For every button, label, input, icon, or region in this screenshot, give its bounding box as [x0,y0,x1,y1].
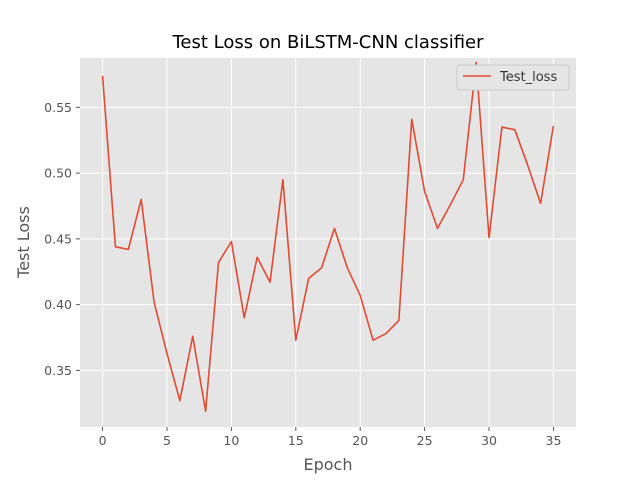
x-tick-label: 35 [546,433,562,448]
plot-background [80,58,576,427]
y-tick-label: 0.45 [44,231,72,246]
y-tick-label: 0.50 [44,166,72,181]
y-tick-label: 0.40 [44,297,72,312]
y-axis-ticks: 0.35 0.40 0.45 0.50 0.55 [44,100,80,378]
x-tick-label: 25 [417,433,433,448]
x-tick-label: 30 [481,433,497,448]
legend-box [456,64,570,91]
x-tick-label: 10 [223,433,239,448]
chart-title: Test Loss on BiLSTM-CNN classifier [171,32,484,53]
legend-label: Test_loss [499,70,557,85]
x-axis-label: Epoch [304,455,353,474]
y-tick-label: 0.55 [44,100,72,115]
y-tick-label: 0.35 [44,363,72,378]
grid-lines [80,58,576,427]
x-tick-label: 5 [163,433,171,448]
x-tick-label: 20 [352,433,368,448]
x-axis-ticks: 0 5 10 15 20 25 30 35 [99,427,562,448]
x-tick-label: 15 [288,433,304,448]
series-line-test-loss [101,61,555,413]
x-tick-label: 0 [99,433,107,448]
y-axis-label: Test Loss [14,206,33,279]
legend: Test_loss [456,64,570,91]
series-layer [101,61,555,413]
